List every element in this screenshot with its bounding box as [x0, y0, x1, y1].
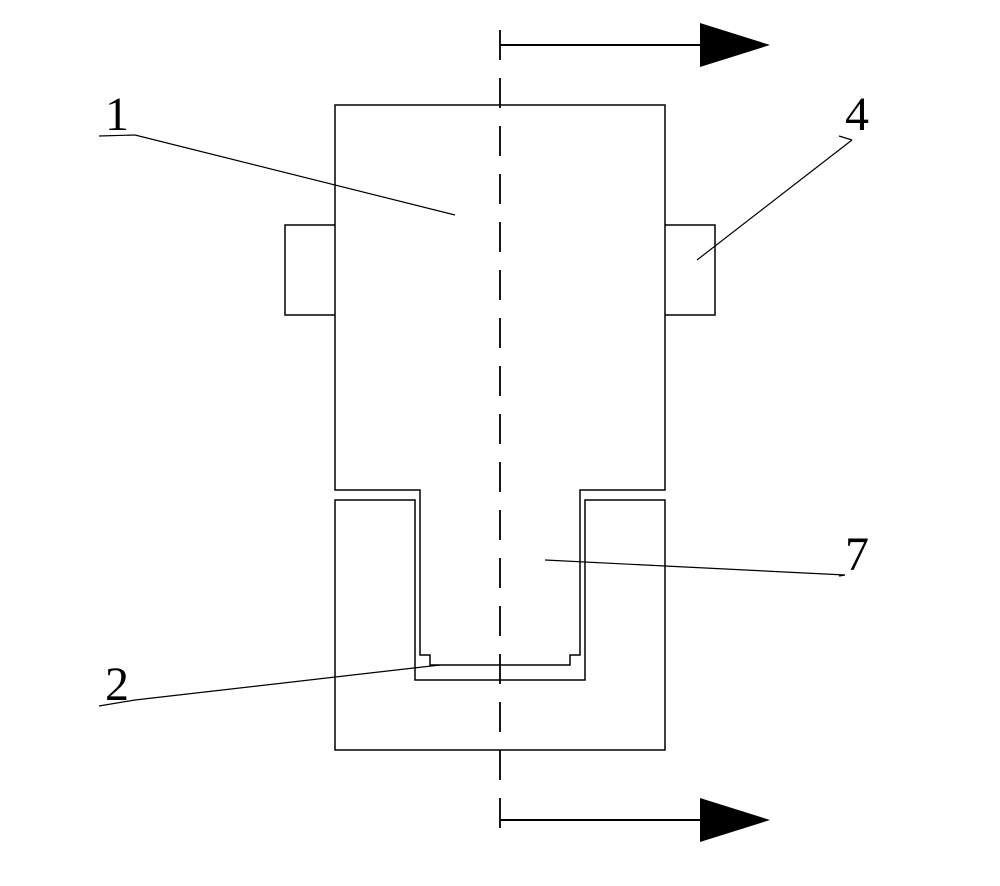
- label-l7-text: 7: [845, 528, 869, 581]
- label-l2: 2: [99, 658, 440, 711]
- label-l2-text: 2: [105, 658, 129, 711]
- section-arrow-top: [500, 23, 770, 67]
- label-l7: 7: [545, 528, 869, 581]
- part-4-lug-left: [285, 225, 335, 315]
- section-arrow-bottom: [500, 798, 770, 842]
- label-l1: 1: [99, 88, 455, 215]
- label-l4: 4: [697, 88, 869, 260]
- part-4-lug-right: [665, 225, 715, 315]
- label-l4-text: 4: [845, 88, 869, 141]
- label-l1-text: 1: [105, 88, 129, 141]
